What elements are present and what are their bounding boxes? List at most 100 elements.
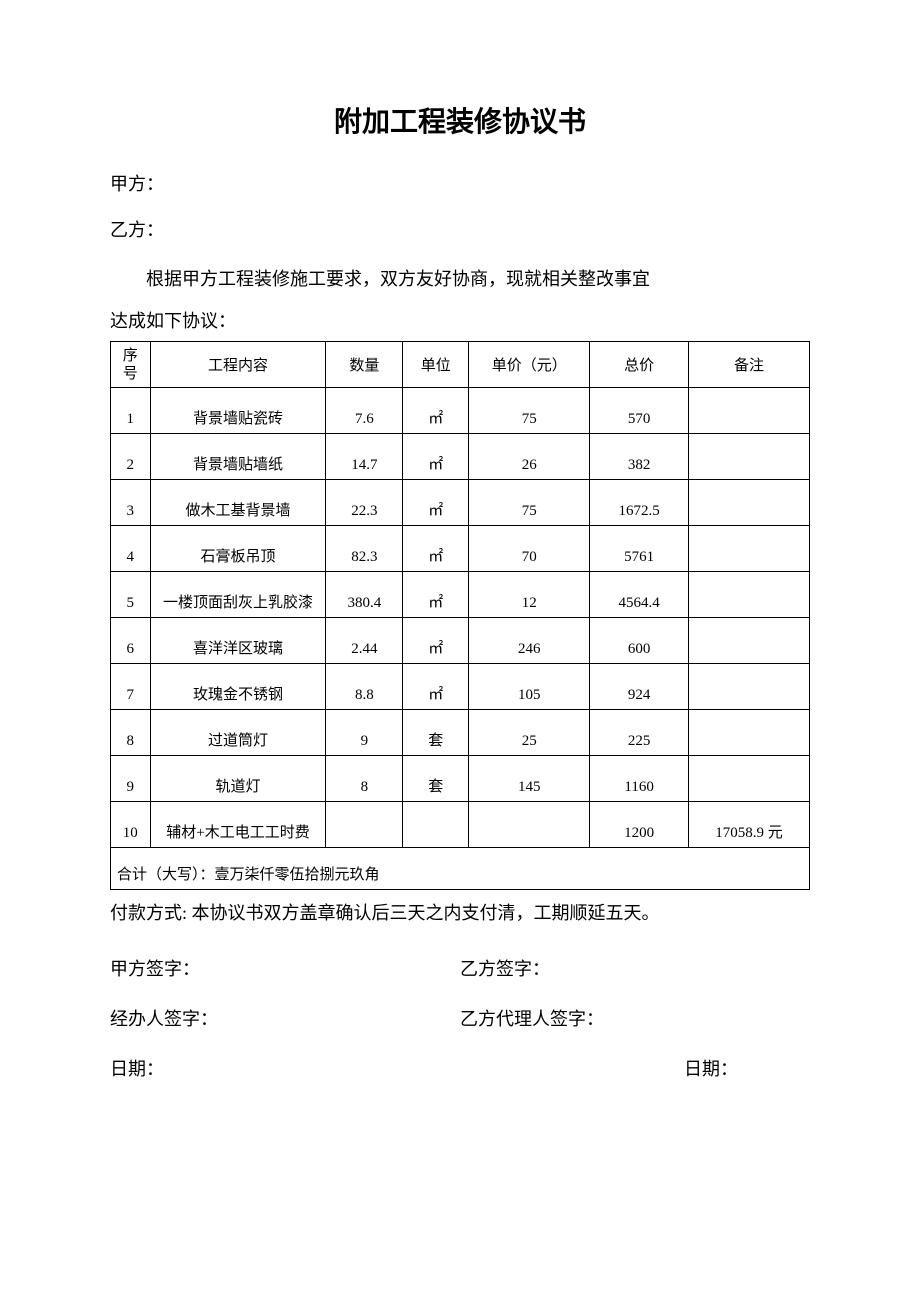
- cell-total: 924: [590, 664, 689, 710]
- header-remark: 备注: [689, 342, 810, 388]
- cell-remark: 17058.9 元: [689, 802, 810, 848]
- total-label: 合计（大写）：壹万柒仟零伍拾捌元玖角: [111, 848, 810, 890]
- table-row: 5一楼顶面刮灰上乳胶漆380.4㎡124564.4: [111, 572, 810, 618]
- table-body: 1背景墙贴瓷砖7.6㎡755702背景墙贴墙纸14.7㎡263823做木工基背景…: [111, 388, 810, 848]
- cell-unit: ㎡: [403, 388, 469, 434]
- table-row: 6喜洋洋区玻璃2.44㎡246600: [111, 618, 810, 664]
- cell-total: 382: [590, 434, 689, 480]
- header-total: 总价: [590, 342, 689, 388]
- cell-remark: [689, 388, 810, 434]
- cell-remark: [689, 664, 810, 710]
- intro-text-line1: 根据甲方工程装修施工要求，双方友好协商，现就相关整改事宜: [110, 262, 810, 296]
- cell-qty: 14.7: [326, 434, 403, 480]
- cell-qty: 8: [326, 756, 403, 802]
- cell-price: 75: [469, 388, 590, 434]
- cell-seq: 8: [111, 710, 151, 756]
- sign-handler: 经办人签字：: [110, 1005, 460, 1031]
- sign-agent-b: 乙方代理人签字：: [460, 1005, 810, 1031]
- table-row: 10辅材+木工电工工时费 120017058.9 元: [111, 802, 810, 848]
- cell-qty: 8.8: [326, 664, 403, 710]
- cell-total: 1672.5: [590, 480, 689, 526]
- intro-text-line2: 达成如下协议：: [110, 304, 810, 338]
- party-a-label: 甲方：: [110, 170, 810, 196]
- cell-unit: ㎡: [403, 572, 469, 618]
- cell-unit: 套: [403, 756, 469, 802]
- sign-party-b: 乙方签字：: [460, 955, 810, 981]
- cell-price: 12: [469, 572, 590, 618]
- items-table: 序 号 工程内容 数量 单位 单价（元） 总价 备注 1背景墙贴瓷砖7.6㎡75…: [110, 341, 810, 890]
- header-seq-line2: 号: [113, 365, 148, 383]
- header-content: 工程内容: [150, 342, 326, 388]
- date-row: 日期： 日期：: [110, 1055, 810, 1081]
- payment-text: 本协议书双方盖章确认后三天之内支付清，工期顺延五天。: [192, 903, 660, 923]
- header-seq: 序 号: [111, 342, 151, 388]
- cell-qty: 7.6: [326, 388, 403, 434]
- cell-unit: ㎡: [403, 664, 469, 710]
- cell-price: 145: [469, 756, 590, 802]
- cell-unit: ㎡: [403, 618, 469, 664]
- date-a: 日期：: [110, 1055, 684, 1081]
- table-row: 3做木工基背景墙22.3㎡751672.5: [111, 480, 810, 526]
- document-title: 附加工程装修协议书: [110, 100, 810, 140]
- cell-total: 600: [590, 618, 689, 664]
- sign-party-a: 甲方签字：: [110, 955, 460, 981]
- cell-remark: [689, 526, 810, 572]
- cell-total: 1200: [590, 802, 689, 848]
- table-row: 2背景墙贴墙纸14.7㎡26382: [111, 434, 810, 480]
- cell-price: 105: [469, 664, 590, 710]
- signature-row-1: 甲方签字： 乙方签字：: [110, 955, 810, 981]
- cell-seq: 9: [111, 756, 151, 802]
- cell-content: 背景墙贴墙纸: [150, 434, 326, 480]
- cell-unit: [403, 802, 469, 848]
- cell-qty: 2.44: [326, 618, 403, 664]
- cell-remark: [689, 572, 810, 618]
- cell-seq: 10: [111, 802, 151, 848]
- cell-unit: ㎡: [403, 526, 469, 572]
- cell-content: 辅材+木工电工工时费: [150, 802, 326, 848]
- cell-remark: [689, 710, 810, 756]
- cell-content: 做木工基背景墙: [150, 480, 326, 526]
- table-row: 1背景墙贴瓷砖7.6㎡75570: [111, 388, 810, 434]
- cell-unit: ㎡: [403, 480, 469, 526]
- date-b: 日期：: [684, 1055, 810, 1081]
- cell-qty: 9: [326, 710, 403, 756]
- cell-content: 过道筒灯: [150, 710, 326, 756]
- cell-seq: 6: [111, 618, 151, 664]
- cell-content: 背景墙贴瓷砖: [150, 388, 326, 434]
- cell-content: 喜洋洋区玻璃: [150, 618, 326, 664]
- cell-price: 70: [469, 526, 590, 572]
- table-row: 7玫瑰金不锈钢8.8㎡105924: [111, 664, 810, 710]
- party-b-label: 乙方：: [110, 216, 810, 242]
- header-unit: 单位: [403, 342, 469, 388]
- cell-total: 5761: [590, 526, 689, 572]
- cell-price: 25: [469, 710, 590, 756]
- cell-seq: 5: [111, 572, 151, 618]
- cell-unit: ㎡: [403, 434, 469, 480]
- cell-qty: [326, 802, 403, 848]
- cell-qty: 22.3: [326, 480, 403, 526]
- payment-label: 付款方式:: [110, 903, 187, 923]
- header-qty: 数量: [326, 342, 403, 388]
- table-row: 4石膏板吊顶82.3㎡705761: [111, 526, 810, 572]
- header-seq-line1: 序: [113, 347, 148, 365]
- cell-qty: 380.4: [326, 572, 403, 618]
- payment-line: 付款方式: 本协议书双方盖章确认后三天之内支付清，工期顺延五天。: [110, 896, 810, 930]
- table-row: 9轨道灯8套1451160: [111, 756, 810, 802]
- cell-unit: 套: [403, 710, 469, 756]
- cell-content: 石膏板吊顶: [150, 526, 326, 572]
- cell-price: 26: [469, 434, 590, 480]
- cell-remark: [689, 618, 810, 664]
- cell-remark: [689, 756, 810, 802]
- cell-seq: 7: [111, 664, 151, 710]
- cell-content: 轨道灯: [150, 756, 326, 802]
- cell-price: 246: [469, 618, 590, 664]
- header-price: 单价（元）: [469, 342, 590, 388]
- cell-total: 1160: [590, 756, 689, 802]
- cell-price: [469, 802, 590, 848]
- table-row: 8过道筒灯9套25225: [111, 710, 810, 756]
- cell-content: 一楼顶面刮灰上乳胶漆: [150, 572, 326, 618]
- signature-row-2: 经办人签字： 乙方代理人签字：: [110, 1005, 810, 1031]
- cell-total: 570: [590, 388, 689, 434]
- cell-remark: [689, 480, 810, 526]
- cell-price: 75: [469, 480, 590, 526]
